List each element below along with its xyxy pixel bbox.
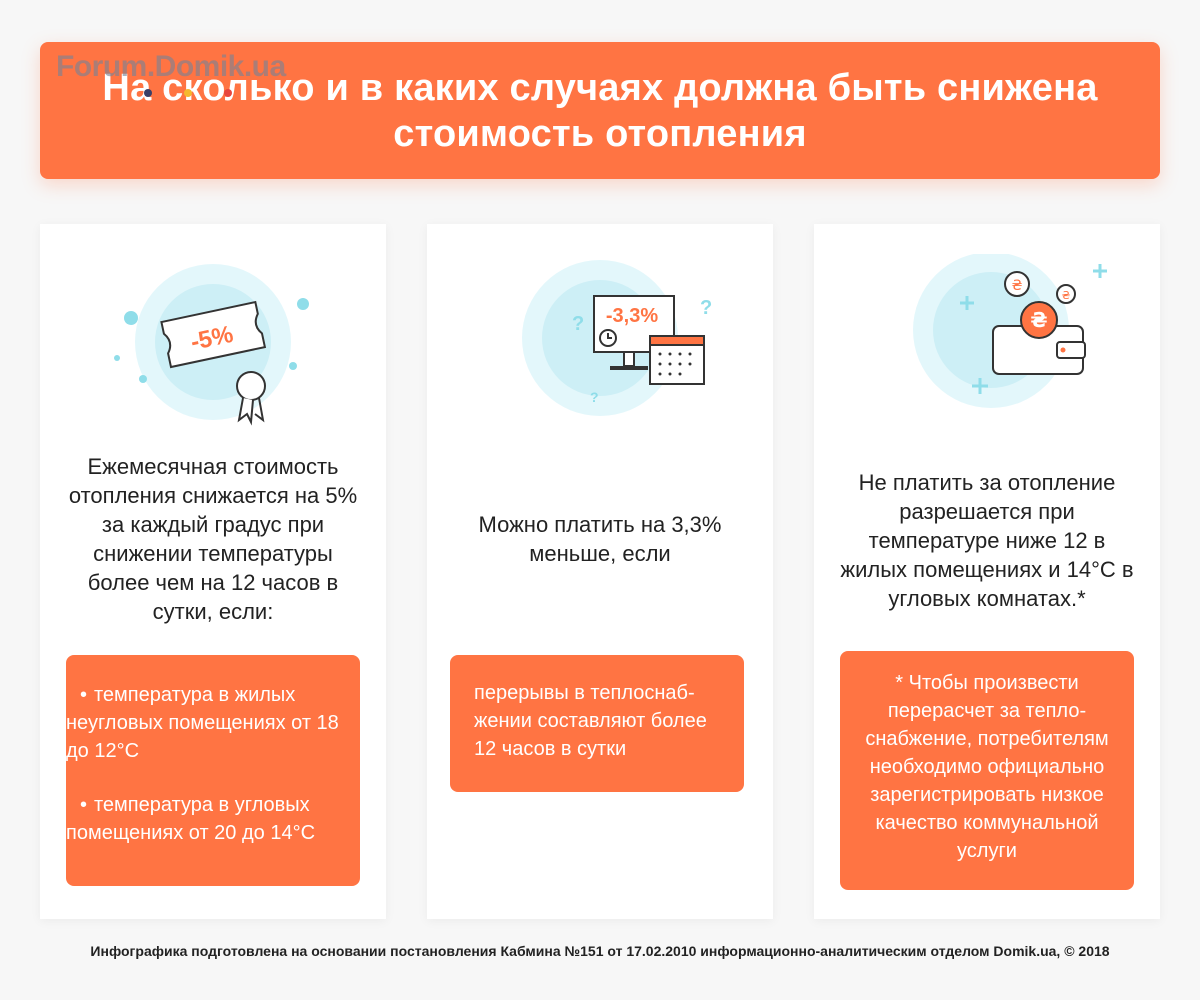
card-discount-5: -5% Ежемесячная стоимость отопления сниж… (40, 224, 386, 919)
card-description: Можно платить на 3,3% меньше, если (478, 512, 722, 566)
list-item: • температура в угловых помещениях от 20 … (66, 794, 316, 844)
conditions-box: • температура в жилых неугловых помещения… (66, 655, 360, 886)
coin-symbol: ₴ (1030, 308, 1047, 332)
monitor-calendar-icon: ? ? ? ? -3,3% (480, 254, 720, 434)
card-discount-3-3: ? ? ? ? -3,3% Можно платить на 3,3% мень… (427, 224, 773, 919)
header-banner: На сколько и в каких случаях должна быть… (40, 42, 1160, 179)
footnote-box: * Чтобы произвести перерасчет за тепло-с… (840, 651, 1134, 890)
svg-text:?: ? (572, 313, 584, 335)
footer-source: Инфографика подготовлена на основании по… (90, 943, 1110, 959)
svg-text:₴: ₴ (1062, 289, 1071, 302)
conditions-box: перерывы в теплоснаб-жении составляют бо… (450, 655, 744, 792)
wallet-coins-icon: ₴ ₴ ₴ (867, 254, 1107, 434)
watermark: Forum.Domik.ua (56, 50, 286, 83)
discount-label: -3,3% (606, 305, 658, 327)
svg-text:?: ? (590, 389, 599, 405)
card-description: Не платить за отопление разрешается при … (840, 470, 1134, 611)
page-title: На сколько и в каких случаях должна быть… (102, 66, 1098, 155)
svg-text:₴: ₴ (1012, 278, 1023, 294)
svg-text:?: ? (700, 297, 712, 319)
discount-ticket-icon: -5% (93, 254, 333, 434)
card-no-payment: ₴ ₴ ₴ Не платить за отопление разрешаетс… (814, 224, 1160, 919)
list-item: • температура в жилых неугловых помещения… (66, 684, 339, 762)
card-description: Ежемесячная стоимость отопления снижаетс… (68, 454, 358, 624)
watermark-dots (56, 86, 256, 100)
